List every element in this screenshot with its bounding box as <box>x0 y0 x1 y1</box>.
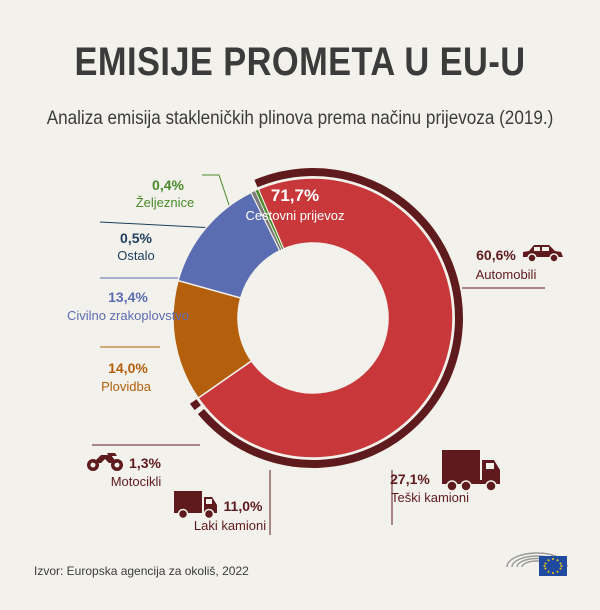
label-motocikli-pct: 1,3% <box>129 455 161 471</box>
label-teski-name: Teški kamioni <box>391 490 469 505</box>
source-note: Izvor: Europska agencija za okoliš, 2022 <box>34 564 249 578</box>
label-ostalo-name: Ostalo <box>117 248 155 263</box>
label-automobili-name: Automobili <box>476 267 537 282</box>
road-breakdown-ring-b <box>189 399 201 411</box>
car-icon <box>523 245 563 263</box>
european-parliament-logo <box>506 552 568 576</box>
road-breakdown-ring-a <box>197 167 463 468</box>
label-automobili-pct: 60,6% <box>476 247 516 263</box>
label-cestovni-pct: 71,7% <box>271 186 319 205</box>
truck-icon <box>442 450 500 492</box>
label-motocikli-name: Motocikli <box>111 474 162 489</box>
page-title: EMISIJE PROMETA U EU-U <box>74 40 526 84</box>
label-laki-name: Laki kamioni <box>194 518 266 533</box>
label-ostalo-pct: 0,5% <box>120 230 152 246</box>
page-subtitle: Analiza emisija stakleničkih plinova pre… <box>46 108 554 129</box>
slice-zeljeznice <box>254 188 285 251</box>
label-laki-pct: 11,0% <box>224 498 263 514</box>
label-teski-pct: 27,1% <box>390 471 430 487</box>
label-zrakoplovstvo-name: Civilno zrakoplovstvo <box>67 308 189 323</box>
label-zrakoplovstvo-pct: 13,4% <box>108 289 148 305</box>
slice-cestovni-prijevoz <box>197 177 454 459</box>
label-plovidba-name: Plovidba <box>101 379 152 394</box>
motorcycle-icon <box>87 453 123 471</box>
label-plovidba-pct: 14,0% <box>108 360 148 376</box>
label-zeljeznice-pct: 0,4% <box>152 177 184 193</box>
label-cestovni-name: Cestovni prijevoz <box>246 208 345 223</box>
label-zeljeznice-name: Željeznice <box>136 195 195 210</box>
van-icon <box>174 491 217 520</box>
